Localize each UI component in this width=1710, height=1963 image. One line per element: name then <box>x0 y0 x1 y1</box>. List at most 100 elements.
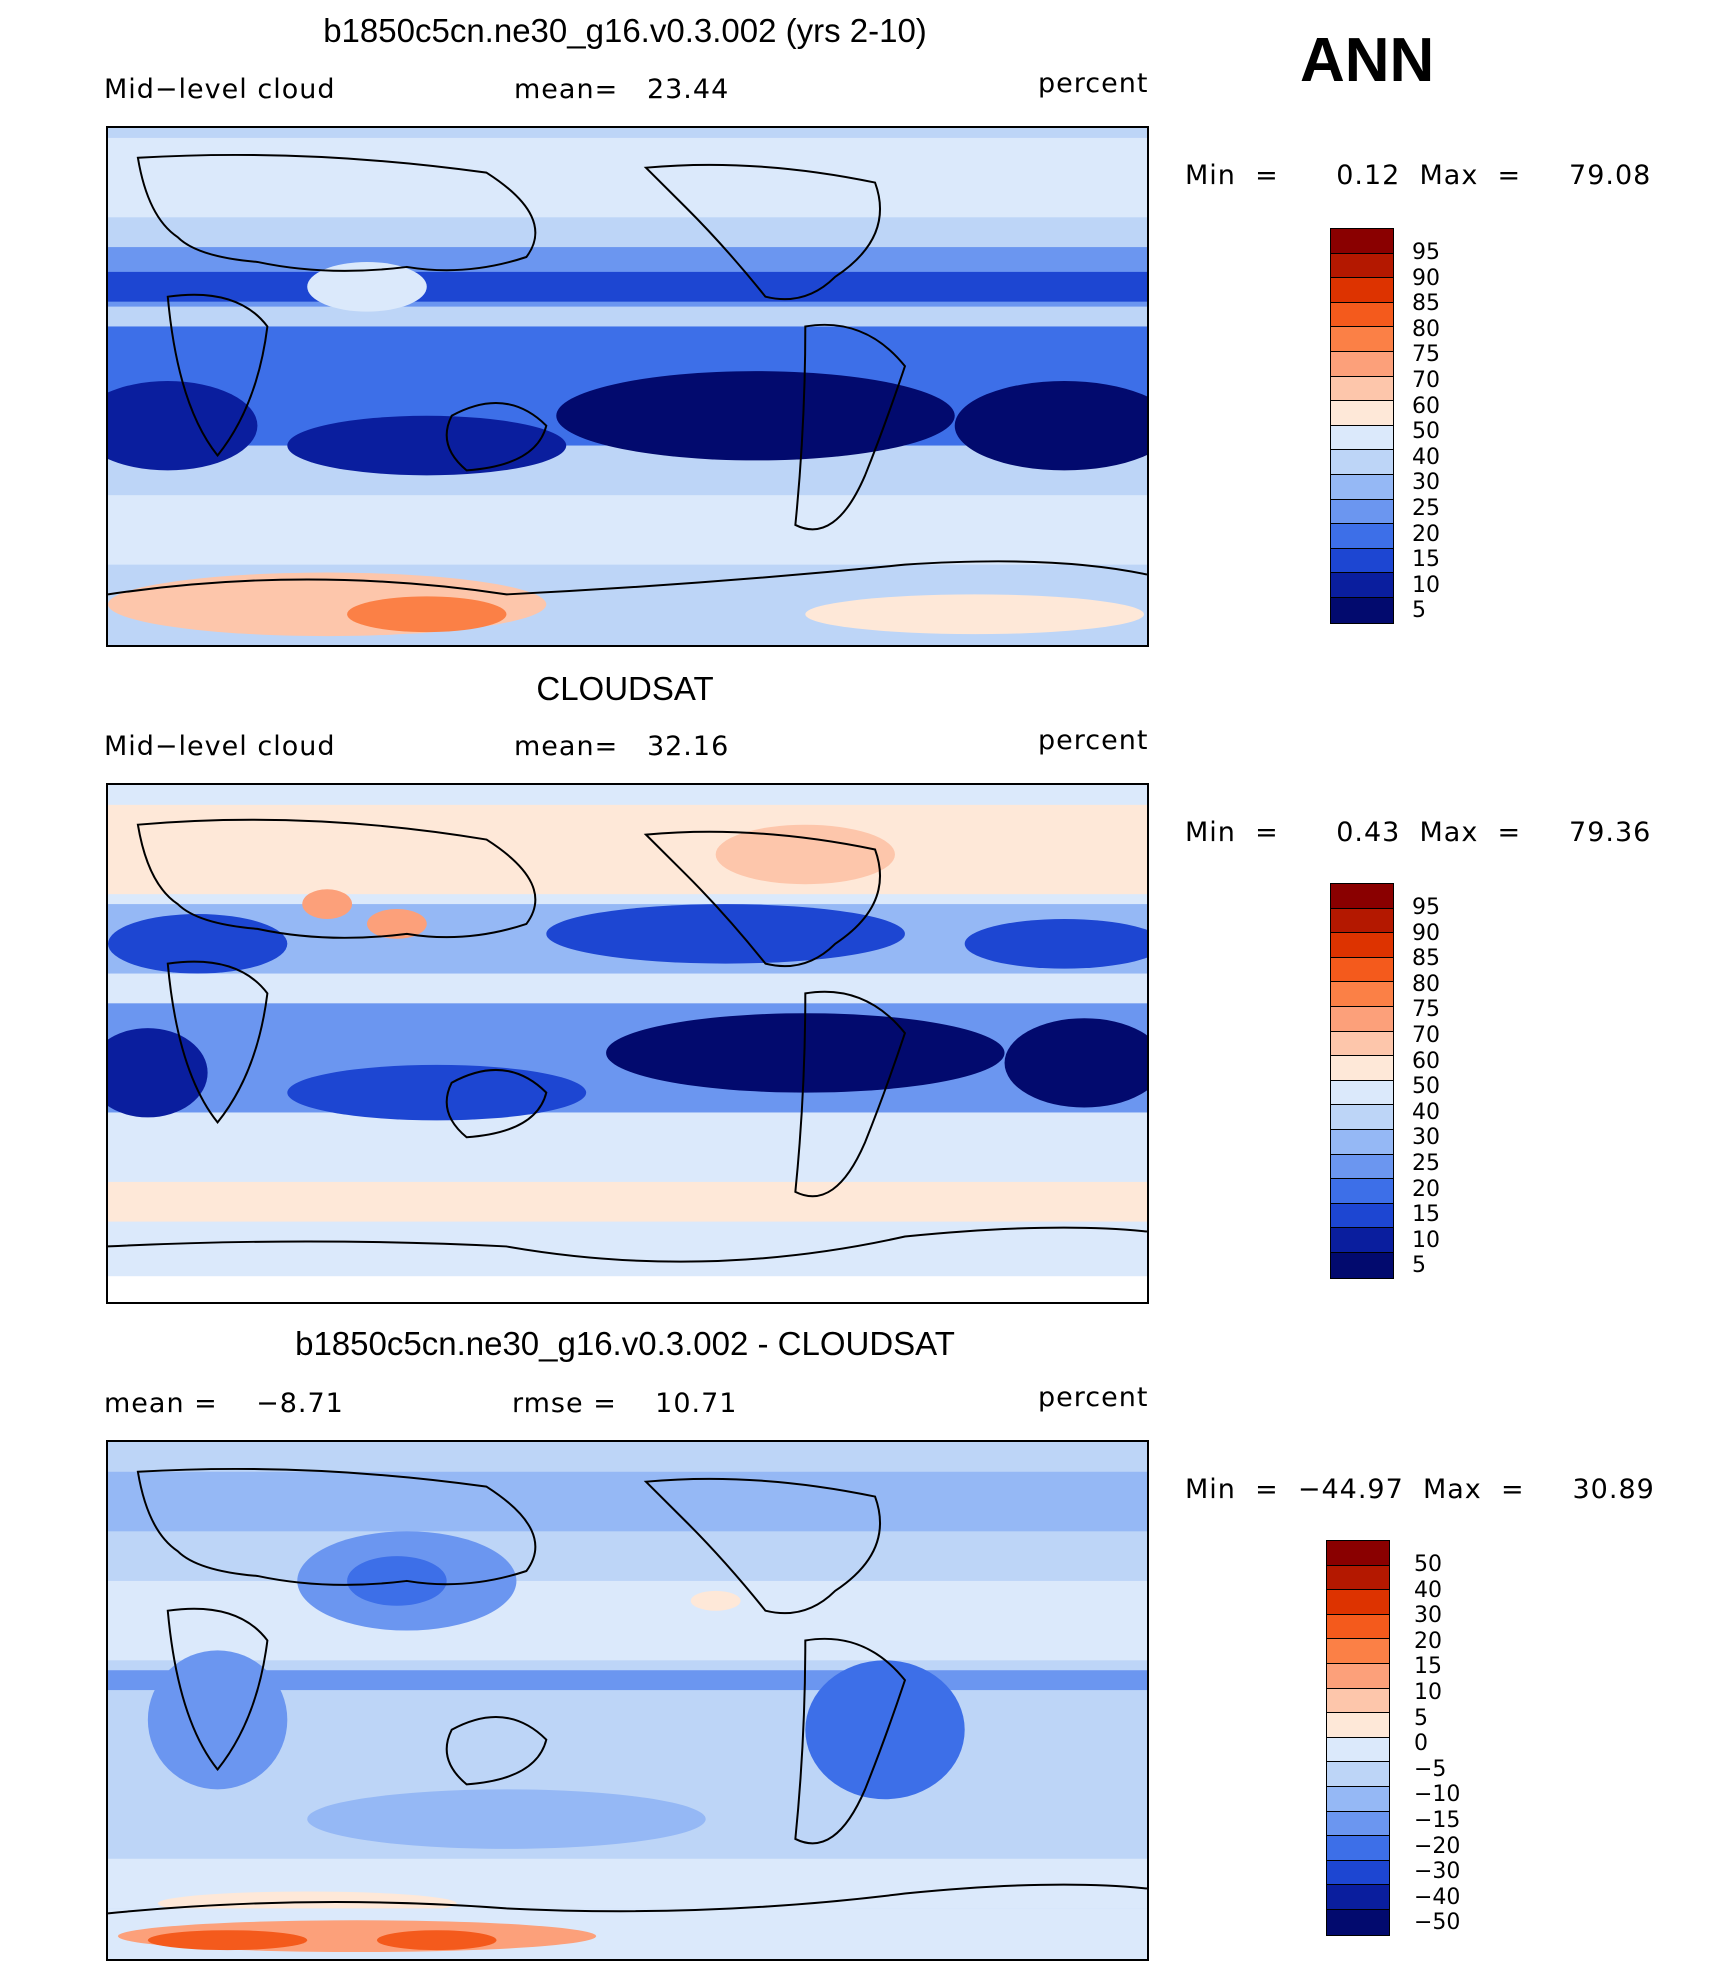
panel-3-mean: mean = −8.71 <box>104 1388 344 1419</box>
colorbar-swatch <box>1327 1541 1389 1566</box>
colorbar-label: 85 <box>1412 946 1440 972</box>
panel-1-variable: Mid−level cloud <box>104 74 336 105</box>
panel-2-colorbar-labels: 95 90 85 80 75 70 60 50 40 30 25 20 15 10 5 <box>1412 895 1440 1279</box>
colorbar-label: 40 <box>1414 1577 1442 1603</box>
colorbar-swatch <box>1331 957 1393 983</box>
panel-2-minmax: Min = 0.43 Max = 79.36 <box>1185 817 1652 848</box>
colorbar-label: −15 <box>1414 1807 1461 1833</box>
panel-3-mean-label: mean = <box>104 1388 218 1419</box>
colorbar-swatch <box>1327 1885 1389 1910</box>
colorbar-label: 10 <box>1412 1227 1440 1253</box>
panel-1-min-value: 0.12 <box>1336 160 1401 191</box>
colorbar-swatch <box>1331 474 1393 500</box>
colorbar-swatch <box>1331 884 1393 909</box>
colorbar-label: 50 <box>1412 1074 1440 1100</box>
colorbar-label: 80 <box>1412 316 1440 342</box>
colorbar-label: 30 <box>1412 1125 1440 1151</box>
panel-3-map <box>106 1440 1149 1961</box>
colorbar-swatch <box>1331 1154 1393 1180</box>
colorbar-label: 15 <box>1412 1202 1440 1228</box>
panel-3-stat: rmse = 10.71 <box>512 1388 737 1419</box>
colorbar-label: 0 <box>1414 1731 1428 1757</box>
colorbar-swatch <box>1327 1786 1389 1812</box>
colorbar-swatch <box>1331 425 1393 451</box>
colorbar-swatch <box>1331 573 1393 598</box>
panel-3-map-svg <box>108 1442 1147 1959</box>
colorbar-label: 15 <box>1412 547 1440 573</box>
colorbar-swatch <box>1327 1590 1389 1615</box>
colorbar-swatch <box>1331 597 1393 623</box>
panel-3-title: b1850c5cn.ne30_g16.v0.3.002 - CLOUDSAT <box>295 1325 955 1362</box>
colorbar-swatch <box>1327 1811 1389 1837</box>
colorbar-swatch <box>1327 1860 1389 1886</box>
colorbar-swatch <box>1331 1129 1393 1155</box>
panel-2-max-value: 79.36 <box>1569 817 1652 848</box>
colorbar-label: 10 <box>1412 572 1440 598</box>
colorbar-label: 5 <box>1412 1253 1426 1279</box>
panel-2-min-label: Min <box>1185 817 1236 848</box>
panel-2-stat-value: 32.16 <box>646 731 730 762</box>
colorbar-swatch <box>1331 450 1393 475</box>
colorbar-label: 5 <box>1414 1705 1428 1731</box>
colorbar-swatch <box>1331 401 1393 426</box>
panel-3-min-label: Min <box>1185 1474 1236 1505</box>
panel-2-colorbar <box>1330 883 1394 1279</box>
colorbar-label: 40 <box>1412 444 1440 470</box>
colorbar-label: 60 <box>1412 1048 1440 1074</box>
panel-3-min-value: −44.97 <box>1297 1474 1404 1505</box>
colorbar-swatch <box>1331 229 1393 254</box>
colorbar-label: 95 <box>1412 240 1440 265</box>
colorbar-swatch <box>1331 524 1393 549</box>
colorbar-label: 75 <box>1412 997 1440 1023</box>
colorbar-swatch <box>1331 1203 1393 1229</box>
colorbar-swatch <box>1327 1639 1389 1664</box>
colorbar-label: 20 <box>1414 1628 1442 1654</box>
panel-3-stat-value: 10.71 <box>655 1388 738 1419</box>
colorbar-swatch <box>1331 1252 1393 1278</box>
colorbar-label: 90 <box>1412 265 1440 291</box>
colorbar-label: 25 <box>1412 1150 1440 1176</box>
panel-3-max-value: 30.89 <box>1572 1474 1655 1505</box>
colorbar-swatch <box>1331 908 1393 934</box>
colorbar-swatch <box>1327 1836 1389 1861</box>
colorbar-label: 40 <box>1412 1099 1440 1125</box>
colorbar-label: 30 <box>1412 470 1440 496</box>
panel-3-colorbar <box>1326 1540 1390 1936</box>
colorbar-swatch <box>1327 1909 1389 1935</box>
colorbar-label: 25 <box>1412 495 1440 521</box>
panel-2-units: percent <box>1038 725 1149 756</box>
colorbar-swatch <box>1331 1006 1393 1032</box>
colorbar-swatch <box>1331 327 1393 352</box>
colorbar-swatch <box>1331 548 1393 574</box>
panel-1-colorbar <box>1330 228 1394 624</box>
panel-1-map-svg <box>108 128 1147 645</box>
panel-2-map <box>106 783 1149 1304</box>
panel-2-min-value: 0.43 <box>1336 817 1401 848</box>
colorbar-swatch <box>1331 376 1393 402</box>
panel-2-stat: mean= 32.16 <box>514 731 729 762</box>
colorbar-label: 10 <box>1414 1679 1442 1705</box>
panel-3-units: percent <box>1038 1382 1149 1413</box>
season-label: ANN <box>1300 26 1435 95</box>
colorbar-label: 75 <box>1412 342 1440 368</box>
colorbar-label: −20 <box>1414 1833 1461 1859</box>
colorbar-label: 20 <box>1412 1176 1440 1202</box>
colorbar-swatch <box>1331 933 1393 958</box>
panel-2-map-svg <box>108 785 1147 1302</box>
panel-1-stat: mean= 23.44 <box>514 74 729 105</box>
colorbar-swatch <box>1327 1762 1389 1787</box>
colorbar-swatch <box>1331 1228 1393 1253</box>
colorbar-label: 30 <box>1414 1603 1442 1629</box>
colorbar-label: 95 <box>1412 895 1440 920</box>
panel-3-mean-value: −8.71 <box>256 1388 344 1419</box>
panel-1-title: b1850c5cn.ne30_g16.v0.3.002 (yrs 2-10) <box>323 12 927 49</box>
colorbar-swatch <box>1331 253 1393 279</box>
panel-2-title: CLOUDSAT <box>536 670 714 707</box>
panel-1-units: percent <box>1038 68 1149 99</box>
panel-1-minmax: Min = 0.12 Max = 79.08 <box>1185 160 1652 191</box>
colorbar-swatch <box>1331 1105 1393 1130</box>
colorbar-label: −30 <box>1414 1859 1461 1885</box>
colorbar-label: −5 <box>1414 1756 1447 1782</box>
panel-1-min-label: Min <box>1185 160 1236 191</box>
colorbar-label: 60 <box>1412 393 1440 419</box>
